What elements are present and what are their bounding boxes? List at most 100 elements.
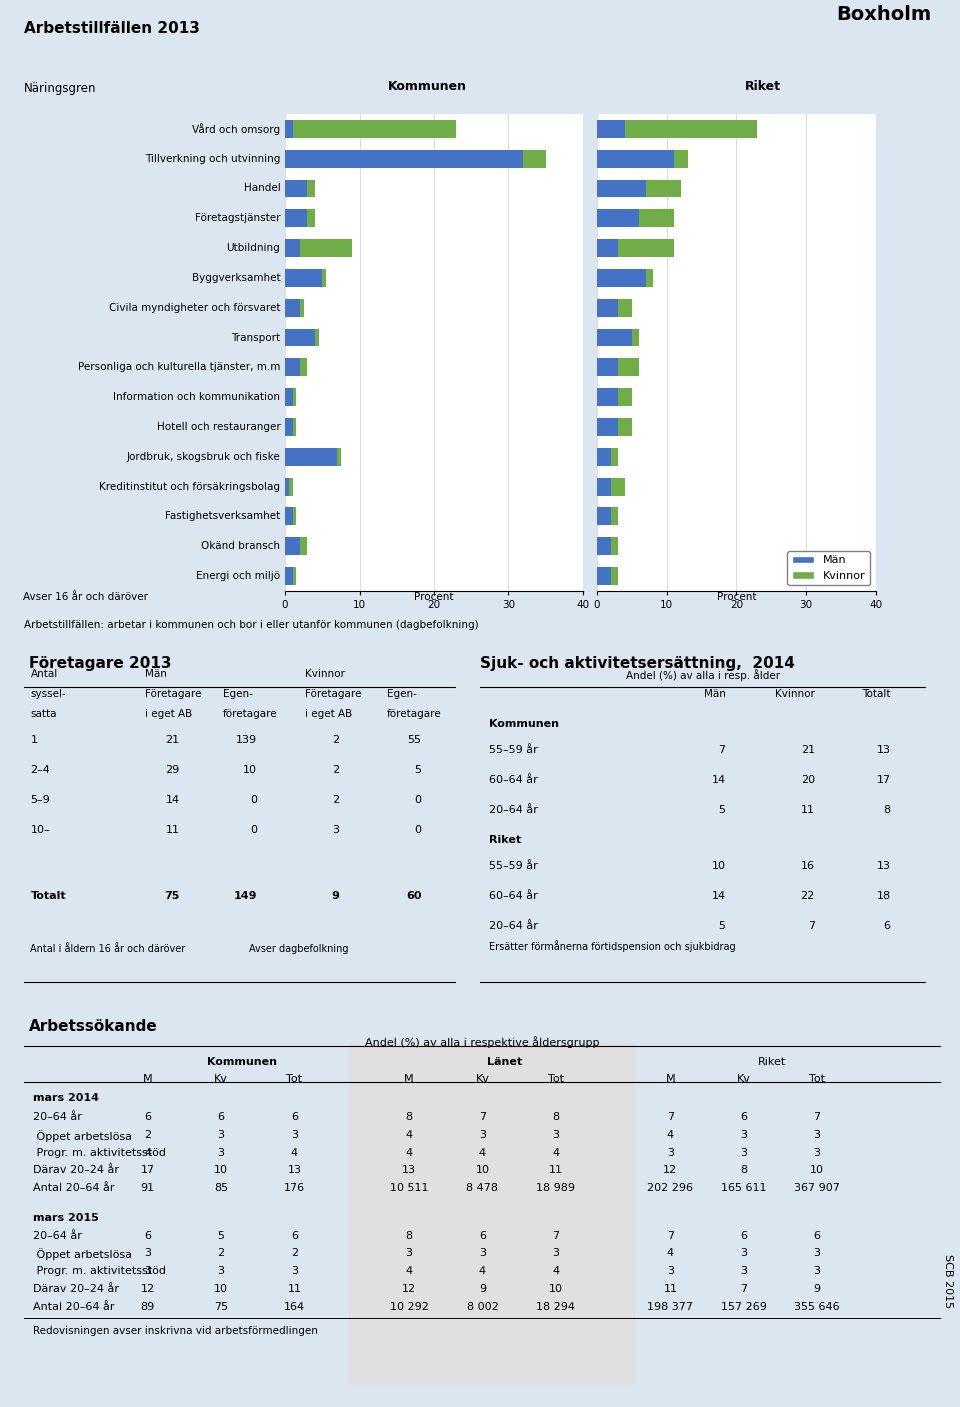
Text: i eget AB: i eget AB (305, 709, 352, 719)
Text: 12: 12 (663, 1165, 678, 1175)
Text: 4: 4 (405, 1130, 413, 1140)
Text: Riket: Riket (489, 834, 521, 844)
Text: 55–59 år: 55–59 år (489, 746, 538, 756)
Bar (337, 447, 341, 466)
Text: Riket: Riket (745, 80, 781, 93)
Text: 3: 3 (740, 1248, 747, 1258)
Text: Antal i åldern 16 år och däröver: Antal i åldern 16 år och däröver (31, 944, 185, 954)
Text: 5: 5 (718, 920, 726, 930)
Bar (285, 210, 307, 228)
Text: 6: 6 (813, 1231, 821, 1241)
Text: Avser dagbefolkning: Avser dagbefolkning (249, 944, 348, 954)
Text: 7: 7 (667, 1112, 674, 1121)
Text: Öppet arbetslösa: Öppet arbetslösa (34, 1130, 132, 1141)
Bar (349, 1043, 634, 1383)
Bar (597, 388, 618, 407)
Bar (285, 508, 293, 525)
Text: Företagare: Företagare (145, 689, 202, 699)
Text: Utbildning: Utbildning (227, 243, 280, 253)
Text: 91: 91 (141, 1183, 155, 1193)
Bar (285, 477, 289, 495)
Text: 9: 9 (479, 1285, 486, 1294)
Text: 14: 14 (165, 795, 180, 805)
Text: 6: 6 (291, 1231, 298, 1241)
Text: Arbetstillfällen: arbetar i kommunen och bor i eller utanför kommunen (dagbefolk: Arbetstillfällen: arbetar i kommunen och… (24, 620, 479, 630)
Text: 4: 4 (667, 1248, 674, 1258)
Text: M: M (665, 1074, 675, 1083)
Bar (618, 359, 639, 376)
Text: 3: 3 (218, 1148, 225, 1158)
Bar (618, 388, 632, 407)
Bar (285, 120, 293, 138)
Text: Tot: Tot (286, 1074, 302, 1083)
Bar (285, 329, 315, 346)
Bar (632, 329, 639, 346)
Text: 21: 21 (165, 736, 180, 746)
Text: Öppet arbetslösa: Öppet arbetslösa (34, 1248, 132, 1261)
Bar (597, 359, 618, 376)
Text: 3: 3 (405, 1248, 413, 1258)
Text: 22: 22 (801, 891, 815, 900)
Text: 14: 14 (711, 891, 726, 900)
Text: 4: 4 (405, 1148, 413, 1158)
Text: 8: 8 (405, 1231, 413, 1241)
Text: Kommunen: Kommunen (207, 1058, 277, 1068)
Text: 8: 8 (552, 1112, 560, 1121)
Bar (293, 508, 297, 525)
Text: Företagare: Företagare (305, 689, 361, 699)
Text: 8: 8 (405, 1112, 413, 1121)
Text: 12: 12 (141, 1285, 155, 1294)
Text: 3: 3 (291, 1266, 298, 1276)
Text: 18 294: 18 294 (537, 1301, 575, 1311)
Text: 5: 5 (718, 805, 726, 815)
Text: 10 511: 10 511 (390, 1183, 428, 1193)
Bar (293, 388, 297, 407)
Bar (639, 210, 674, 228)
Text: 4: 4 (479, 1266, 486, 1276)
Bar (646, 269, 653, 287)
Text: Information och kommunikation: Information och kommunikation (113, 393, 280, 402)
Text: syssel-: syssel- (31, 689, 66, 699)
Text: 6: 6 (291, 1112, 298, 1121)
Text: Jordbruk, skogsbruk och fiske: Jordbruk, skogsbruk och fiske (127, 452, 280, 461)
Text: Män: Män (704, 689, 726, 699)
Text: Tot: Tot (809, 1074, 825, 1083)
Text: 2: 2 (291, 1248, 298, 1258)
Text: företagare: företagare (387, 709, 442, 719)
Text: Totalt: Totalt (31, 891, 66, 900)
Bar (611, 567, 618, 585)
Text: 20: 20 (801, 775, 815, 785)
Text: 3: 3 (813, 1266, 821, 1276)
Text: Näringsgren: Näringsgren (24, 82, 97, 94)
Text: SCB 2015: SCB 2015 (944, 1255, 953, 1309)
Text: 7: 7 (718, 746, 726, 756)
Text: Män: Män (145, 670, 167, 680)
Text: 0: 0 (415, 825, 421, 834)
Text: 3: 3 (667, 1266, 674, 1276)
Text: 3: 3 (552, 1248, 560, 1258)
Text: 176: 176 (284, 1183, 305, 1193)
Bar (293, 418, 297, 436)
Text: 75: 75 (214, 1301, 228, 1311)
Bar (323, 269, 326, 287)
Bar (597, 210, 639, 228)
Text: 6: 6 (740, 1112, 747, 1121)
Text: Arbetssökande: Arbetssökande (29, 1019, 157, 1034)
Text: Kv: Kv (736, 1074, 751, 1083)
Text: Riket: Riket (757, 1058, 785, 1068)
Text: 6: 6 (740, 1231, 747, 1241)
Bar (300, 359, 307, 376)
Text: 10–: 10– (31, 825, 50, 834)
Text: 13: 13 (876, 861, 891, 871)
Text: 17: 17 (876, 775, 891, 785)
Text: Antal 20–64 år: Antal 20–64 år (34, 1301, 114, 1311)
Bar (285, 567, 293, 585)
Text: 10 292: 10 292 (390, 1301, 428, 1311)
Bar (293, 567, 297, 585)
Text: 3: 3 (740, 1266, 747, 1276)
Bar (611, 447, 618, 466)
Text: Vård och omsorg: Vård och omsorg (192, 122, 280, 135)
Bar (618, 298, 632, 317)
Text: 13: 13 (402, 1165, 416, 1175)
Text: 3: 3 (813, 1148, 821, 1158)
